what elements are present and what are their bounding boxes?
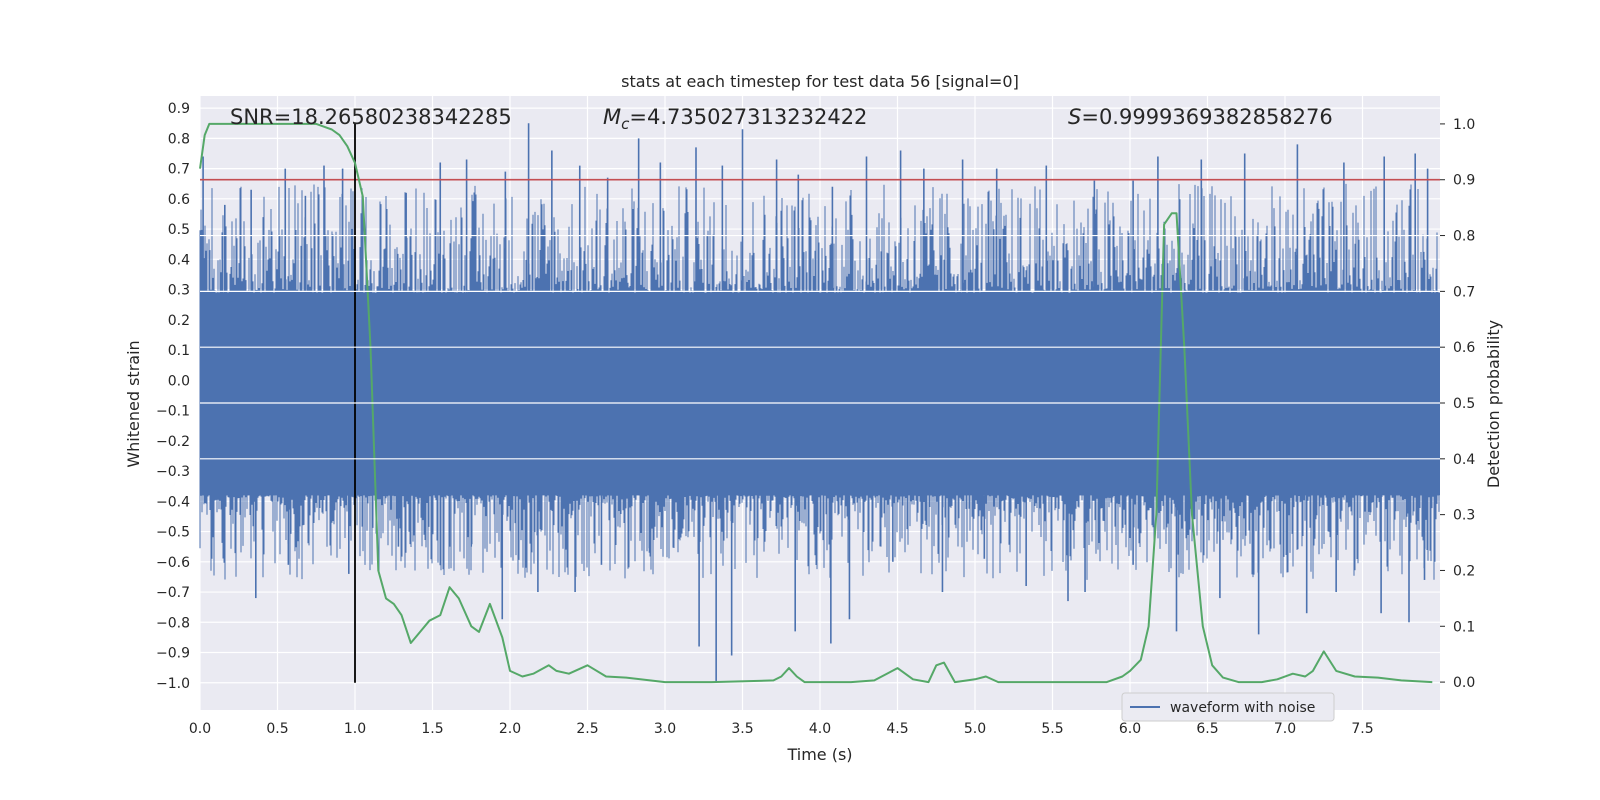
- x-tick-label: 7.0: [1274, 721, 1296, 737]
- score-value: =0.9999369382858276: [1081, 105, 1332, 129]
- x-tick-label: 2.0: [499, 721, 521, 737]
- y-tick-label: −0.4: [156, 494, 190, 510]
- x-tick-label: 1.5: [421, 721, 443, 737]
- legend-entry: waveform with noise: [1170, 700, 1315, 716]
- x-tick-label: 0.0: [189, 721, 211, 737]
- y2-tick-label: 0.1: [1453, 619, 1475, 635]
- y-tick-label: −0.1: [156, 404, 190, 420]
- y2-tick-label: 0.4: [1453, 452, 1475, 468]
- chart-title: stats at each timestep for test data 56 …: [621, 72, 1019, 91]
- y2-tick-label: 0.3: [1453, 508, 1475, 524]
- y-tick-label: 0.4: [168, 252, 190, 268]
- legend-box: [1121, 692, 1335, 722]
- x-tick-label: 6.0: [1119, 721, 1141, 737]
- y2-tick-label: 0.9: [1453, 173, 1475, 189]
- y-axis-label: Whitened strain: [124, 340, 143, 467]
- score-annotation: S=0.9999369382858276: [1068, 105, 1333, 129]
- x-tick-label: 3.0: [654, 721, 676, 737]
- snr-annotation: SNR=18.26580238342285: [230, 105, 512, 129]
- y2-tick-label: 0.8: [1453, 229, 1475, 245]
- x-tick-label: 6.5: [1196, 721, 1218, 737]
- y-tick-label: −0.7: [156, 585, 190, 601]
- y-tick-label: 0.3: [168, 283, 190, 299]
- chirp-mass-symbol: M: [603, 105, 621, 129]
- legend: waveform with noise: [1121, 692, 1335, 722]
- x-tick-label: 3.5: [731, 721, 753, 737]
- y-tick-label: −0.6: [156, 555, 190, 571]
- y-tick-label: 0.8: [168, 131, 190, 147]
- waveform-noise: [199, 183, 1440, 580]
- x-tick-label: 5.0: [964, 721, 986, 737]
- x-axis-label: Time (s): [786, 745, 852, 764]
- y2-tick-label: 0.2: [1453, 563, 1475, 579]
- x-tick-label: 4.5: [886, 721, 908, 737]
- probability-series: [199, 122, 1433, 684]
- chirp-mass-subscript: c: [621, 115, 630, 133]
- y2-tick-label: 0.6: [1453, 340, 1475, 356]
- y-tick-label: 0.9: [168, 101, 190, 117]
- chirp-mass-annotation: Mc=4.735027313232422: [603, 105, 867, 133]
- y2-tick-label: 0.7: [1453, 284, 1475, 300]
- chirp-mass-value: =4.735027313232422: [629, 105, 867, 129]
- y-tick-label: −0.8: [156, 615, 190, 631]
- waveform-series: [199, 123, 1440, 683]
- x-tick-label: 0.5: [266, 721, 288, 737]
- y-tick-label: 0.1: [168, 343, 190, 359]
- y-tick-label: −0.5: [156, 525, 190, 541]
- y-tick-label: 0.7: [168, 162, 190, 178]
- y-tick-label: 0.0: [168, 373, 190, 389]
- y-tick-label: 0.2: [168, 313, 190, 329]
- x-tick-label: 7.5: [1351, 721, 1373, 737]
- x-tick-label: 4.0: [809, 721, 831, 737]
- y2-tick-label: 0.5: [1453, 396, 1475, 412]
- y-tick-label: −0.9: [156, 646, 190, 662]
- y2-tick-label: 0.0: [1453, 675, 1475, 691]
- ticks: 0.0 0.5 1.0 1.5 2.0 2.5 3.0 3.5 4.0 4.5 5.0 5.5 6.0 6…: [156, 101, 1475, 737]
- y-tick-label: −0.2: [156, 434, 190, 450]
- x-tick-label: 2.5: [576, 721, 598, 737]
- score-symbol: S: [1068, 105, 1081, 129]
- y-tick-label: −1.0: [156, 676, 190, 692]
- y-tick-label: 0.6: [168, 192, 190, 208]
- y2-axis-label: Detection probability: [1484, 320, 1503, 488]
- y2-tick-label: 1.0: [1453, 117, 1475, 133]
- x-tick-label: 5.5: [1041, 721, 1063, 737]
- y-tick-label: −0.3: [156, 464, 190, 480]
- y-tick-label: 0.5: [168, 222, 190, 238]
- x-tick-label: 1.0: [344, 721, 366, 737]
